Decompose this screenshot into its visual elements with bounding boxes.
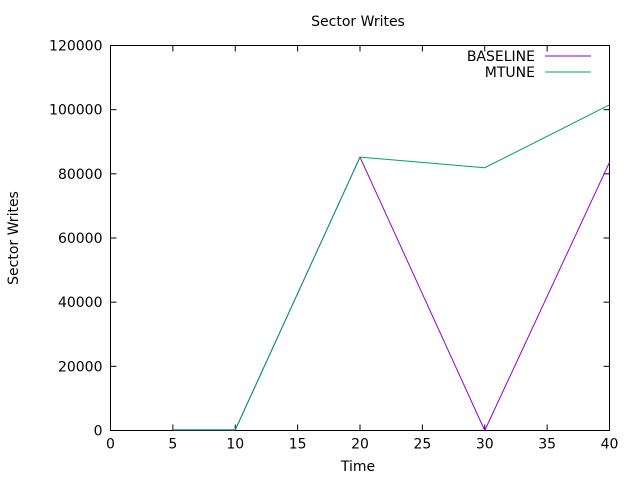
x-tick-label: 35 <box>538 437 556 453</box>
y-tick-label: 60000 <box>58 231 103 247</box>
legend-label-baseline: BASELINE <box>467 49 535 65</box>
series-line-baseline <box>172 155 610 432</box>
y-tick-label: 0 <box>94 424 103 440</box>
y-tick-label: 80000 <box>58 167 103 183</box>
x-tick-label: 15 <box>289 437 307 453</box>
y-tick-label: 120000 <box>49 39 102 55</box>
legend-label-mtune: MTUNE <box>485 65 535 81</box>
x-tick-label: 5 <box>168 437 177 453</box>
x-tick-label: 10 <box>226 437 244 453</box>
x-axis-label: Time <box>340 459 375 475</box>
y-axis-label: Sector Writes <box>6 191 22 285</box>
y-tick-label: 20000 <box>58 359 103 375</box>
y-tick-label: 100000 <box>49 103 102 119</box>
x-tick-label: 30 <box>476 437 494 453</box>
x-tick-label: 0 <box>106 437 115 453</box>
x-tick-label: 20 <box>351 437 369 453</box>
plot-frame <box>110 45 610 431</box>
chart-title: Sector Writes <box>311 14 405 30</box>
x-tick-label: 40 <box>601 437 619 453</box>
y-tick-label: 40000 <box>58 295 103 311</box>
x-tick-label: 25 <box>413 437 431 453</box>
series-line-mtune <box>172 104 610 431</box>
